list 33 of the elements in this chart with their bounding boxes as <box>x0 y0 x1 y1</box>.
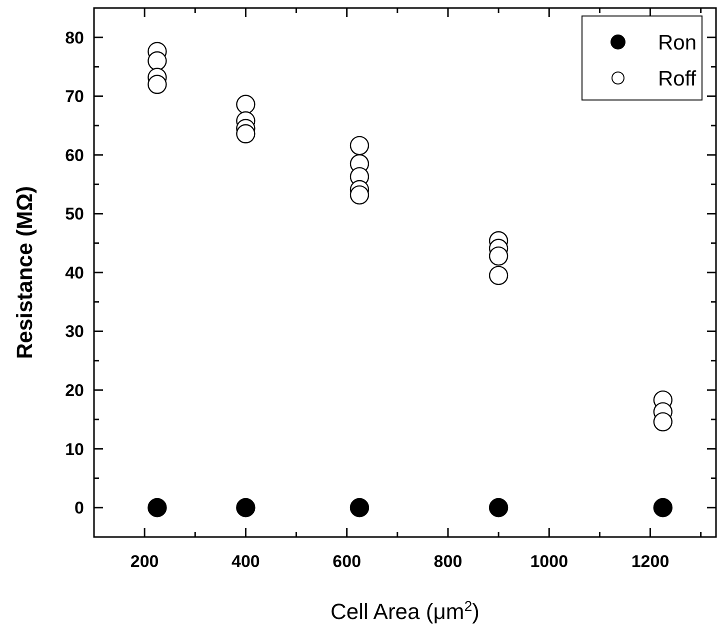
point <box>653 498 672 518</box>
x-tick-label: 1200 <box>631 552 670 571</box>
y-tick-label: 60 <box>65 146 84 165</box>
x-tick-label: 600 <box>332 552 362 571</box>
legend-label: Roff <box>658 67 696 90</box>
point <box>148 51 167 70</box>
point <box>236 94 256 114</box>
point <box>350 185 370 205</box>
y-tick-label: 40 <box>65 263 84 282</box>
x-tick-label: 200 <box>130 552 159 571</box>
point <box>488 266 508 286</box>
y-tick-label: 10 <box>65 440 84 459</box>
x-axis-title: Cell Area (μm$^{2}$) <box>330 599 480 624</box>
point <box>653 412 672 432</box>
x-tick-label: 800 <box>434 552 462 571</box>
point <box>236 124 256 144</box>
point <box>148 74 167 94</box>
y-axis-title: Resistance (MΩ) <box>12 186 37 359</box>
point <box>488 246 508 266</box>
point <box>350 136 370 156</box>
x-tick-label: 1000 <box>530 552 568 571</box>
point <box>148 498 167 518</box>
point <box>236 498 256 518</box>
legend-label: Ron <box>658 31 697 54</box>
y-tick-label: 30 <box>65 322 84 342</box>
y-tick-label: 80 <box>65 28 84 48</box>
y-tick-label: 70 <box>65 87 84 106</box>
x-tick-label: 400 <box>232 552 260 571</box>
y-tick-label: 0 <box>74 498 84 518</box>
y-tick-label: 20 <box>65 381 84 400</box>
y-tick-label: 50 <box>65 204 84 224</box>
point <box>350 498 370 518</box>
point <box>488 498 508 518</box>
